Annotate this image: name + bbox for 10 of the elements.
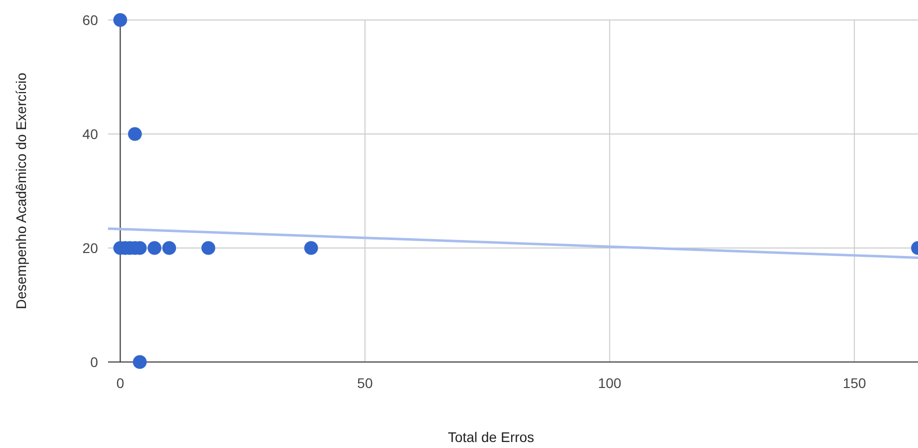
x-axis-title: Total de Erros [448,429,534,445]
x-tick-label: 50 [357,375,373,391]
x-tick-label: 150 [842,375,866,391]
y-tick-label: 40 [82,126,98,142]
x-tick-label: 100 [598,375,622,391]
y-tick-label: 60 [82,12,98,28]
y-axis-title: Desempenho Acadêmico do Exercício [13,72,29,310]
y-tick-label: 20 [82,240,98,256]
x-tick-label: 0 [116,375,124,391]
y-tick-label: 0 [90,354,98,370]
